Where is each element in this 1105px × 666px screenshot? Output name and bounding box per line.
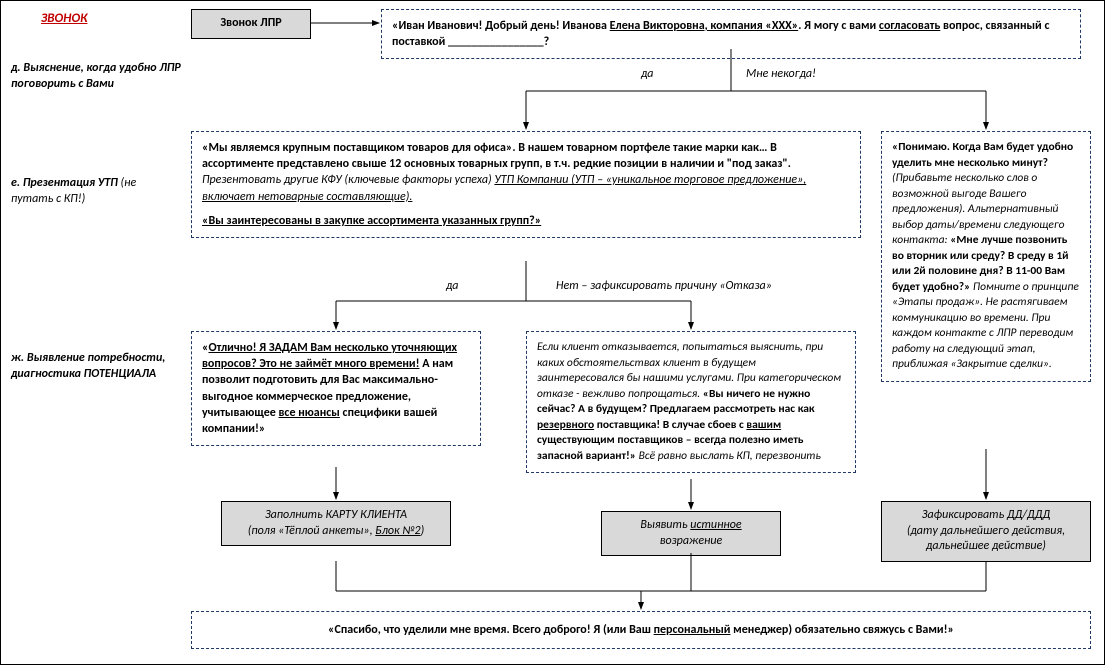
fill-card-3: Блок №2	[375, 524, 420, 538]
objection-1: Выявить	[640, 518, 690, 532]
title-zvonok: ЗВОНОК	[41, 11, 87, 26]
thanks-c: менеджер) обязательно свяжусь с Вами!»	[730, 623, 953, 637]
objection-2: истинное	[690, 518, 741, 532]
fix-dd-2: (дату дальнейшего действия, дальнейшее д…	[907, 524, 1065, 554]
side-label-zh: ж. Выявление потребности, диагностика ПО…	[11, 351, 181, 382]
node-call-lpr: Звонок ЛПР	[191, 9, 311, 39]
intro-d: согласовать	[879, 19, 940, 33]
side-label-e-pre: е. Презентация УТП	[11, 176, 121, 190]
fill-card-4: )	[421, 524, 425, 538]
node-fix-dd: Зафиксировать ДД/ДДД (дату дальнейшего д…	[881, 501, 1091, 562]
intro-b: Елена Викторовна, компания «ХХХ»	[610, 19, 799, 33]
fill-card-1: Заполнить КАРТУ КЛИЕНТА	[265, 508, 407, 522]
branch-yes2: да	[446, 279, 458, 293]
utp-b: Презентовать другие КФУ (ключевые фактор…	[202, 173, 494, 187]
refuse-g: Всё равно выслать КП, перезвонить	[639, 449, 821, 463]
node-refuse: Если клиент отказывается, попытаться выя…	[526, 331, 856, 473]
side-label-d: д. Выяснение, когда удобно ЛПР поговорит…	[11, 61, 181, 92]
intro-c: . Я могу с вами	[798, 19, 879, 33]
branch-yes1: да	[641, 67, 653, 81]
refuse-c: резервного	[537, 418, 594, 432]
utp-a: «Мы являемся крупным поставщиком товаров…	[202, 141, 791, 171]
branch-no1: Мне некогда!	[746, 67, 816, 81]
utp-q: «Вы заинтересованы в закупке ассортимент…	[202, 214, 541, 228]
node-utp: «Мы являемся крупным поставщиком товаров…	[191, 131, 861, 238]
thanks-a: «Спасибо, что уделили мне время. Всего д…	[328, 623, 654, 637]
node-great: «Отлично! Я ЗАДАМ Вам несколько уточняющ…	[191, 331, 481, 446]
objection-3: возражение	[660, 534, 723, 548]
node-fill-card: Заполнить КАРТУ КЛИЕНТА (поля «Тёплой ан…	[221, 501, 451, 546]
node-objection: Выявить истинное возражение	[601, 511, 781, 556]
busy-a: «Понимаю. Когда Вам будет удобно уделить…	[892, 140, 1073, 170]
node-intro: «Иван Иванович! Добрый день! Иванова Еле…	[381, 9, 1081, 59]
node-thanks: «Спасибо, что уделили мне время. Всего д…	[191, 611, 1091, 649]
side-label-e: е. Презентация УТП (не путать с КП!)	[11, 176, 181, 207]
refuse-d: поставщика! В случае сбоев с	[594, 418, 746, 432]
branch-no2: Нет – зафиксировать причину «Отказа»	[556, 279, 772, 293]
node-busy: «Понимаю. Когда Вам будет удобно уделить…	[881, 131, 1091, 382]
refuse-e: вашим	[746, 418, 781, 432]
intro-a: «Иван Иванович! Добрый день! Иванова	[392, 19, 610, 33]
thanks-b: персональный	[654, 623, 731, 637]
fill-card-2: (поля «Тёплой анкеты»,	[248, 524, 376, 538]
great-d: все нюансы	[279, 406, 340, 420]
fix-dd-1: Зафиксировать ДД/ДДД	[922, 508, 1050, 522]
